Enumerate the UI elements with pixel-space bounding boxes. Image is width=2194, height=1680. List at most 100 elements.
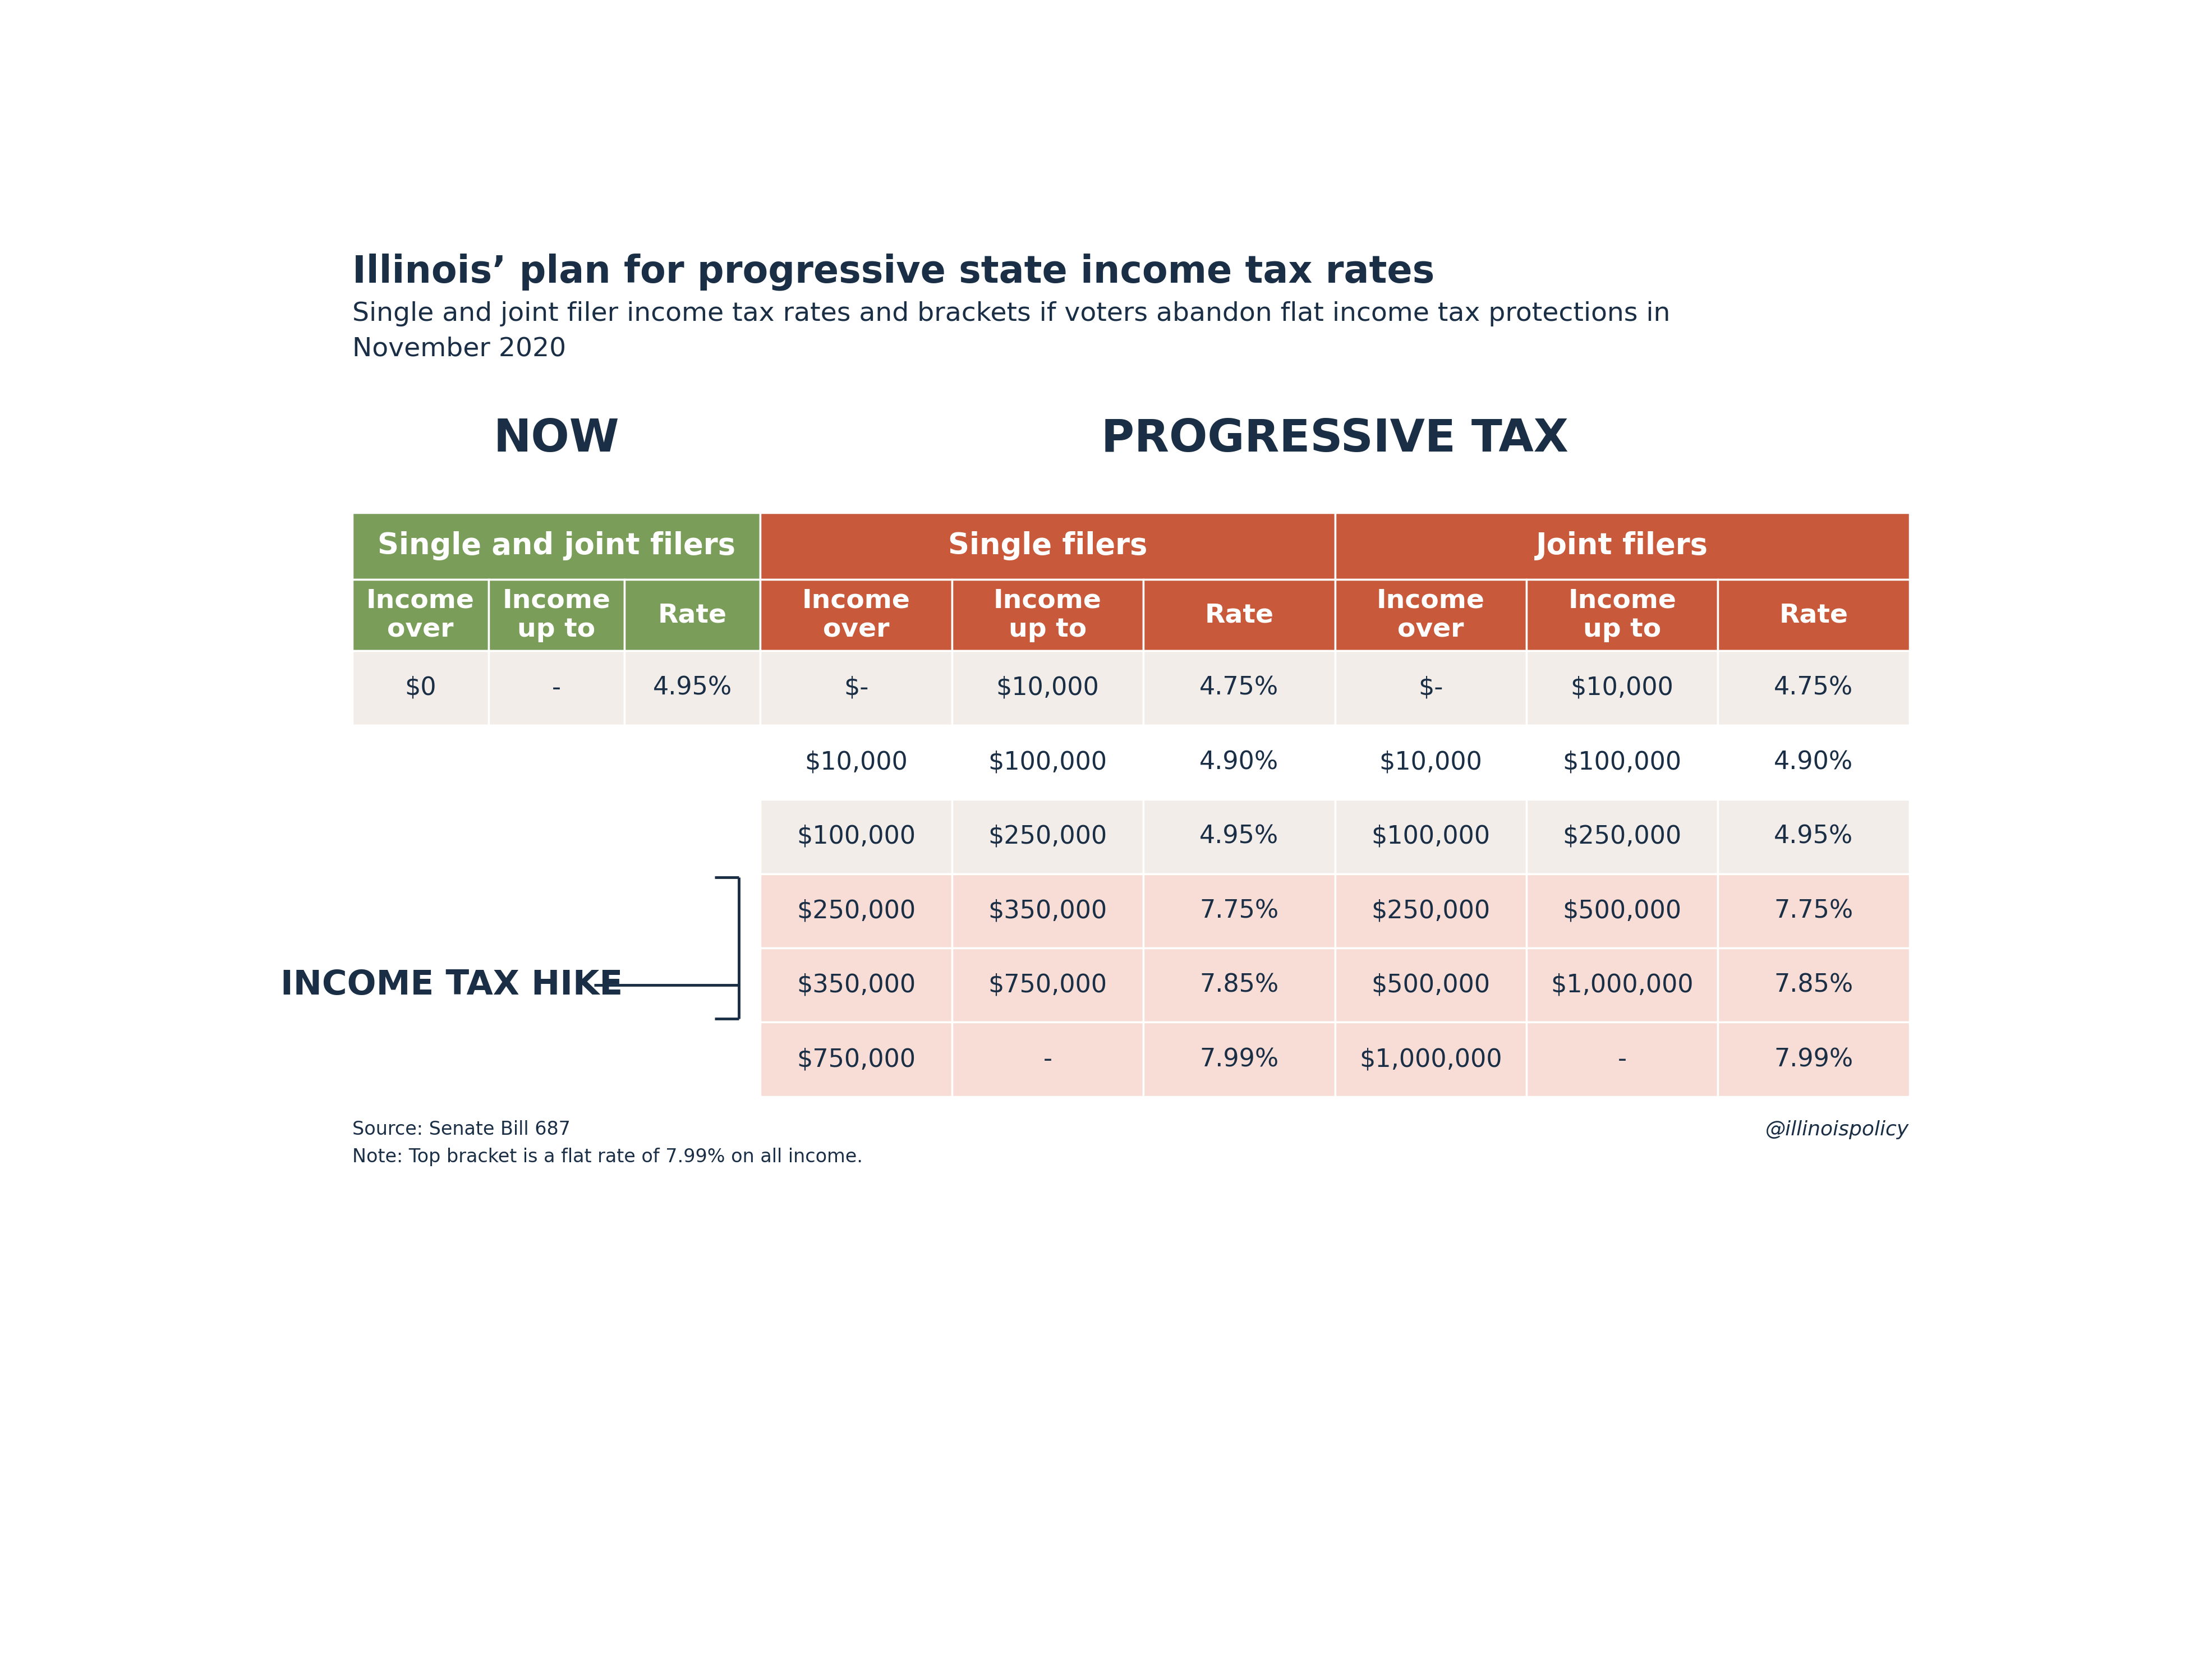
Text: Income
up to: Income up to xyxy=(1569,588,1676,642)
Bar xyxy=(761,1021,952,1097)
Bar xyxy=(353,800,489,874)
Bar xyxy=(1334,800,1527,874)
Bar xyxy=(1143,580,1334,650)
Bar xyxy=(761,512,1334,580)
Bar xyxy=(625,726,761,800)
Bar xyxy=(353,726,489,800)
Bar xyxy=(1143,726,1334,800)
Bar xyxy=(952,580,1143,650)
Text: Income
up to: Income up to xyxy=(502,588,610,642)
Bar xyxy=(952,874,1143,948)
Text: Income
over: Income over xyxy=(366,588,474,642)
Bar xyxy=(1718,1021,1909,1097)
Text: Single and joint filer income tax rates and brackets if voters abandon flat inco: Single and joint filer income tax rates … xyxy=(353,301,1670,361)
Bar xyxy=(353,650,489,726)
Bar xyxy=(1143,1021,1334,1097)
Bar xyxy=(1334,1021,1527,1097)
Bar xyxy=(1334,726,1527,800)
Text: $250,000: $250,000 xyxy=(987,825,1108,848)
Text: $350,000: $350,000 xyxy=(796,973,915,998)
Text: 4.75%: 4.75% xyxy=(1200,675,1279,701)
Text: @illinoispolicy: @illinoispolicy xyxy=(1766,1121,1909,1139)
Text: 7.75%: 7.75% xyxy=(1775,899,1854,922)
Text: INCOME TAX HIKE: INCOME TAX HIKE xyxy=(281,969,623,1001)
Bar xyxy=(1143,800,1334,874)
Text: NOW: NOW xyxy=(494,417,619,460)
Bar xyxy=(489,800,625,874)
Bar xyxy=(625,800,761,874)
Text: 4.90%: 4.90% xyxy=(1775,751,1854,774)
Bar xyxy=(761,726,952,800)
Text: Rate: Rate xyxy=(658,603,726,628)
Text: $500,000: $500,000 xyxy=(1562,899,1681,922)
Text: Single filers: Single filers xyxy=(948,531,1147,561)
Text: $1,000,000: $1,000,000 xyxy=(1360,1047,1503,1072)
Text: $100,000: $100,000 xyxy=(796,825,915,848)
Text: $100,000: $100,000 xyxy=(1562,751,1681,774)
Text: Source: Senate Bill 687
Note: Top bracket is a flat rate of 7.99% on all income.: Source: Senate Bill 687 Note: Top bracke… xyxy=(353,1121,862,1166)
Bar xyxy=(1527,1021,1718,1097)
Bar xyxy=(1334,580,1527,650)
Bar xyxy=(1143,948,1334,1021)
Bar xyxy=(353,948,489,1021)
Bar xyxy=(1718,800,1909,874)
Text: 7.99%: 7.99% xyxy=(1775,1047,1854,1072)
Bar xyxy=(952,948,1143,1021)
Text: 7.85%: 7.85% xyxy=(1200,973,1279,998)
Bar xyxy=(952,650,1143,726)
Text: $10,000: $10,000 xyxy=(996,675,1099,701)
Text: -: - xyxy=(1042,1047,1053,1072)
Bar xyxy=(761,800,952,874)
Bar xyxy=(1527,580,1718,650)
Text: $10,000: $10,000 xyxy=(1380,751,1483,774)
Text: Income
over: Income over xyxy=(1376,588,1485,642)
Text: 7.85%: 7.85% xyxy=(1775,973,1854,998)
Bar xyxy=(625,874,761,948)
Text: $1,000,000: $1,000,000 xyxy=(1551,973,1694,998)
Bar xyxy=(489,948,625,1021)
Bar xyxy=(489,650,625,726)
Text: $-: $- xyxy=(1417,675,1444,701)
Bar xyxy=(1718,650,1909,726)
Bar xyxy=(1527,948,1718,1021)
Bar xyxy=(625,1021,761,1097)
Text: $10,000: $10,000 xyxy=(805,751,908,774)
Bar xyxy=(761,650,952,726)
Bar xyxy=(353,512,761,580)
Text: 7.99%: 7.99% xyxy=(1200,1047,1279,1072)
Text: 4.90%: 4.90% xyxy=(1200,751,1279,774)
Text: $0: $0 xyxy=(404,675,437,701)
Text: Rate: Rate xyxy=(1205,603,1275,628)
Text: 4.95%: 4.95% xyxy=(654,675,733,701)
Bar xyxy=(353,1021,489,1097)
Bar xyxy=(625,580,761,650)
Bar xyxy=(1718,874,1909,948)
Text: $10,000: $10,000 xyxy=(1571,675,1674,701)
Bar xyxy=(952,800,1143,874)
Text: 4.95%: 4.95% xyxy=(1200,825,1279,848)
Bar xyxy=(761,580,952,650)
Text: Income
up to: Income up to xyxy=(994,588,1101,642)
Bar xyxy=(489,874,625,948)
Text: $250,000: $250,000 xyxy=(796,899,915,922)
Bar xyxy=(952,726,1143,800)
Bar xyxy=(1527,874,1718,948)
Bar xyxy=(1334,948,1527,1021)
Bar xyxy=(1334,512,1909,580)
Bar xyxy=(1143,650,1334,726)
Text: Joint filers: Joint filers xyxy=(1536,531,1709,561)
Bar xyxy=(1334,874,1527,948)
Bar xyxy=(1718,580,1909,650)
Text: -: - xyxy=(1617,1047,1626,1072)
Text: $250,000: $250,000 xyxy=(1371,899,1490,922)
Bar xyxy=(489,1021,625,1097)
Text: $500,000: $500,000 xyxy=(1371,973,1490,998)
Bar xyxy=(1143,874,1334,948)
Bar xyxy=(761,874,952,948)
Text: $750,000: $750,000 xyxy=(987,973,1108,998)
Bar xyxy=(1334,650,1527,726)
Bar xyxy=(1718,948,1909,1021)
Text: 4.95%: 4.95% xyxy=(1775,825,1854,848)
Text: $750,000: $750,000 xyxy=(796,1047,915,1072)
Text: Rate: Rate xyxy=(1779,603,1847,628)
